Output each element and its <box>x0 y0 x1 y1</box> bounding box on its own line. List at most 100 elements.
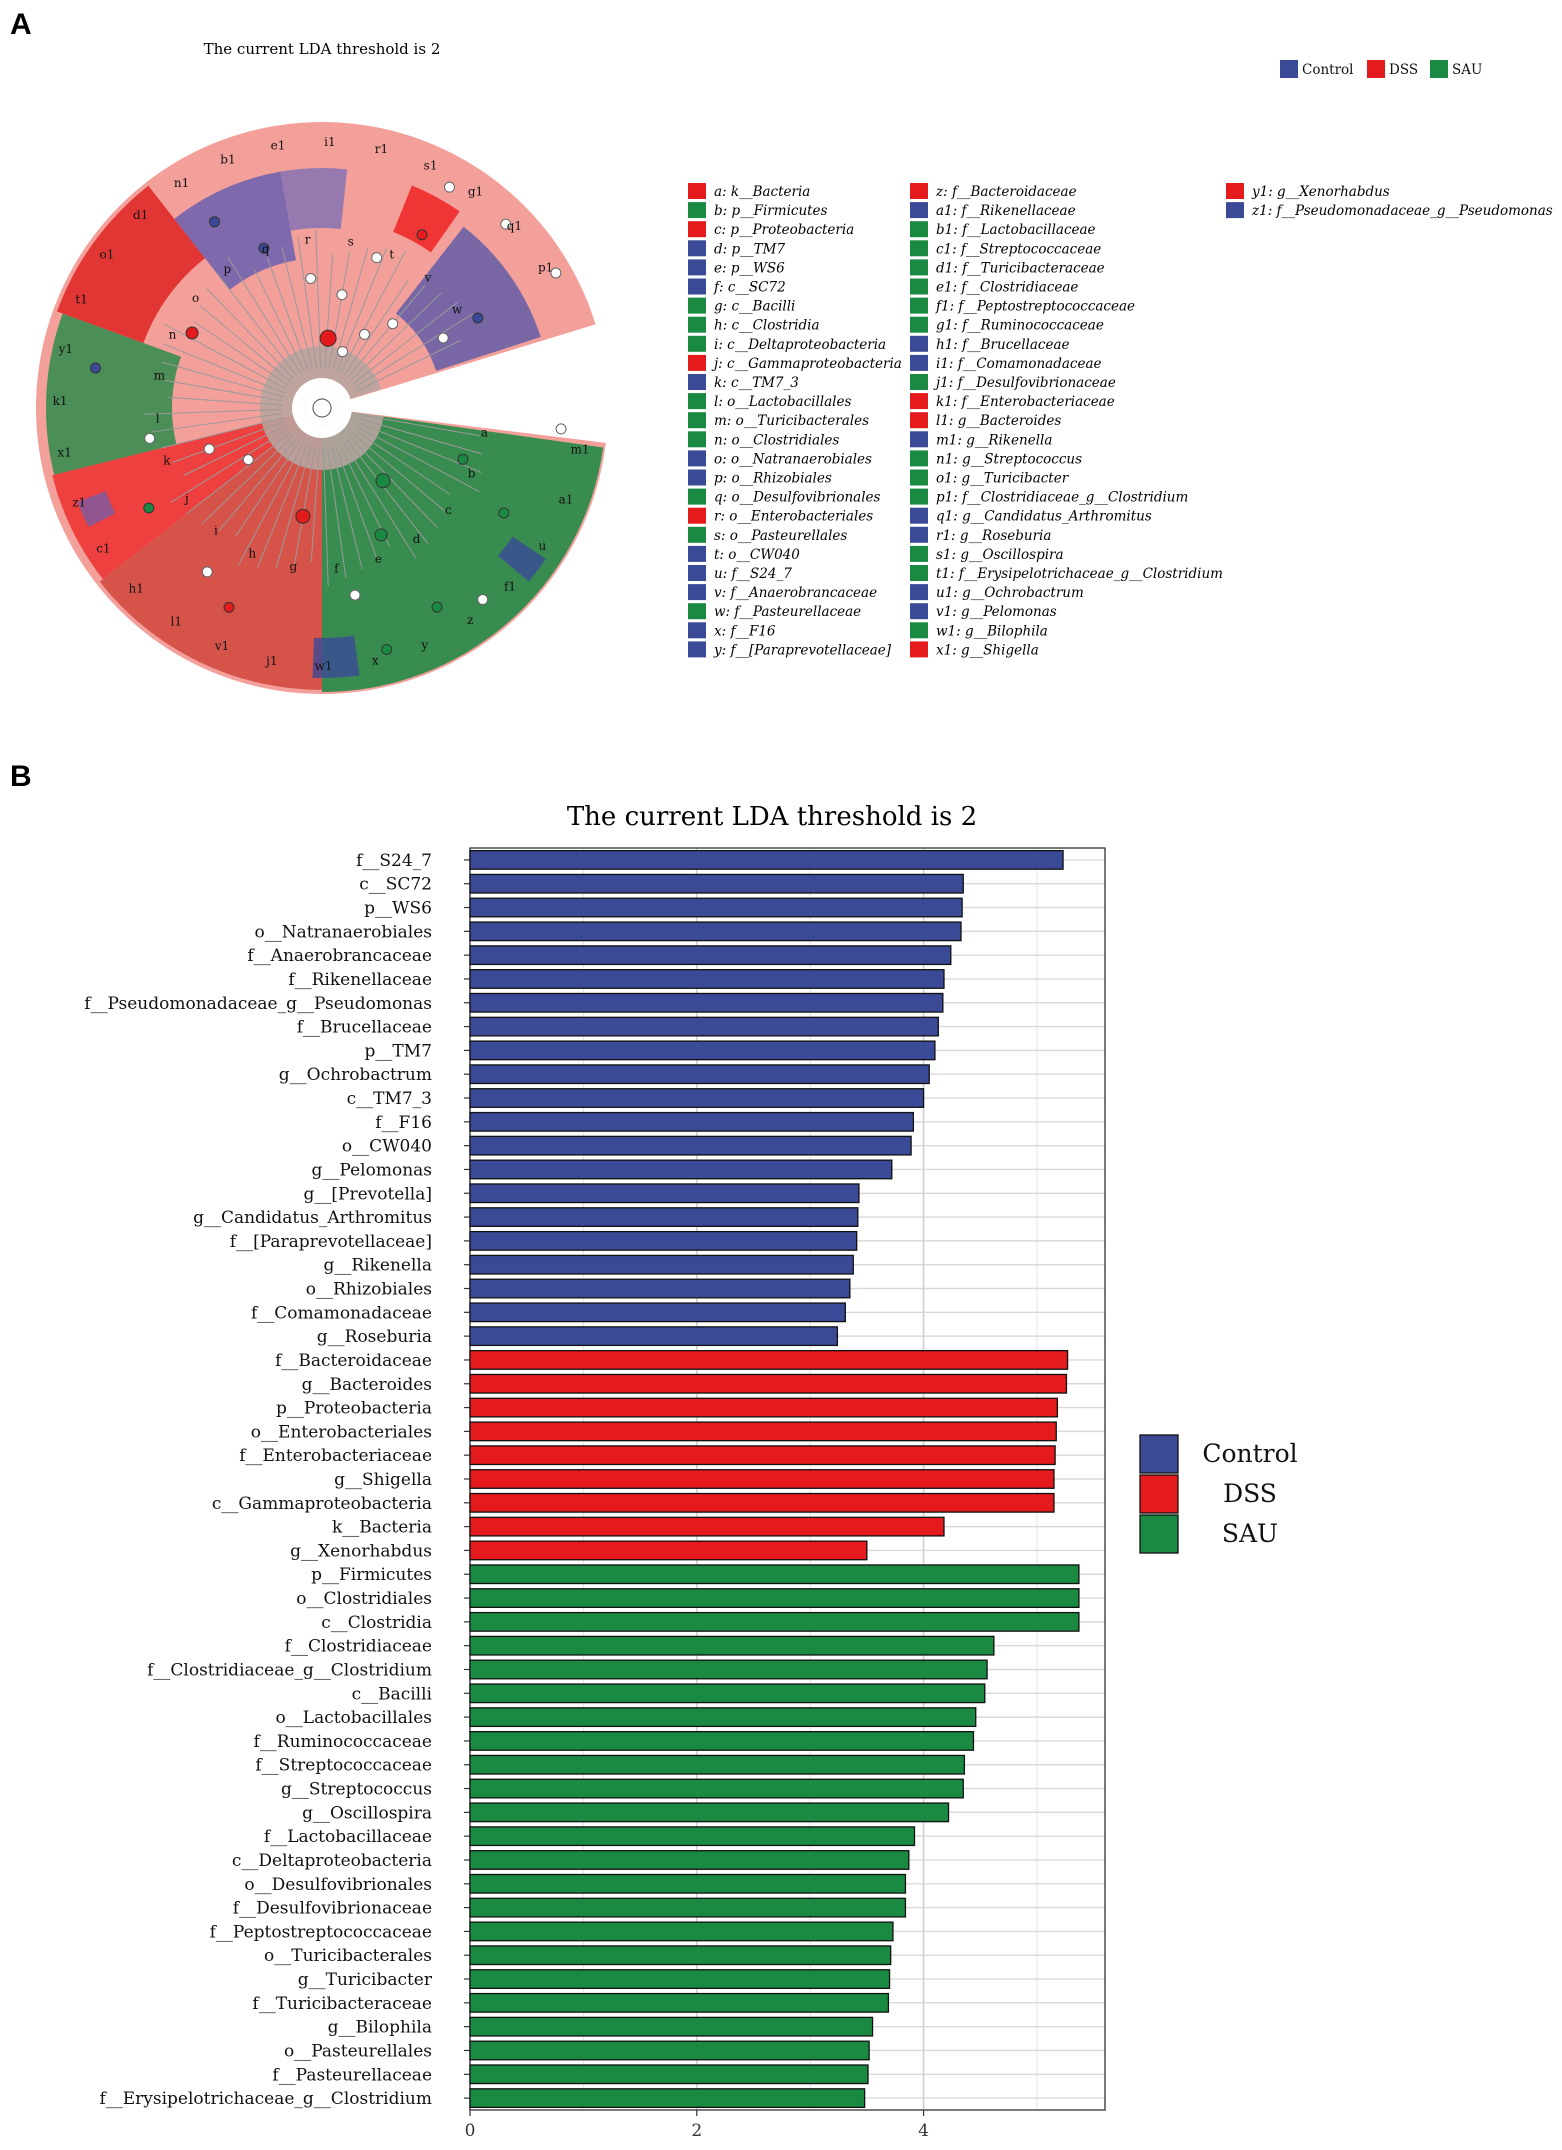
bar <box>469 945 952 966</box>
y-tick-label: o__Pasteurellales <box>284 2041 432 2061</box>
key-label: o: o__Natranaerobiales <box>714 451 872 467</box>
key-swatch <box>688 374 706 390</box>
key-label: z: f__Bacteroidaceae <box>935 184 1077 200</box>
key-label: h: c__Clostridia <box>714 318 820 334</box>
branch <box>315 230 322 369</box>
y-tick-label: c__Deltaproteobacteria <box>232 1851 432 1871</box>
branch <box>206 288 295 380</box>
key-label: m: o__Turicibacterales <box>714 413 869 429</box>
branch <box>151 413 283 433</box>
cladogram-inner-label: a <box>481 426 488 440</box>
key-label: u: f__S24_7 <box>714 566 792 582</box>
y-tick-label: f__Comamonadaceae <box>251 1303 432 1323</box>
y-tick-label: g__Bacteroides <box>302 1375 432 1395</box>
branch <box>328 250 351 369</box>
node <box>337 346 349 358</box>
y-tick-label: g__Pelomonas <box>312 1160 432 1180</box>
legend-label: SAU <box>1222 1519 1278 1548</box>
clade-proteobacteria-inner <box>52 415 299 580</box>
y-tick-label: f__Anaerobrancaceae <box>247 946 432 966</box>
branch <box>342 441 417 560</box>
cladogram-inner-label: p <box>224 262 232 276</box>
key-label: e: p__WS6 <box>714 260 785 276</box>
key-swatch <box>688 431 706 448</box>
cladogram-outer-label: b1 <box>220 152 235 166</box>
bar <box>469 921 962 942</box>
group-legend-swatch <box>1430 60 1448 78</box>
group-legend: Control DSS SAU <box>1280 60 1482 78</box>
taxa-key: a: k__Bacteria b: p__Firmicutes c: p__Prot… <box>688 183 1553 658</box>
key-label: i1: f__Comamonadaceae <box>936 356 1102 372</box>
clade-dss-c <box>393 185 460 253</box>
root-node <box>312 398 332 418</box>
key-label: p1: f__Clostridiaceae_g__Clostridium <box>936 490 1188 506</box>
branch <box>162 343 286 394</box>
bar <box>469 1802 950 1823</box>
bar <box>469 1969 891 1989</box>
panel-b-letter: B <box>10 760 32 793</box>
cladogram-outer-label: q1 <box>507 219 522 233</box>
chart-legend: Control DSS SAU <box>1139 1434 1298 1554</box>
key-swatch <box>688 507 706 524</box>
key-label: l1: g__Bacteroides <box>936 413 1061 429</box>
key-label: c1: f__Streptococcaceae <box>936 241 1101 257</box>
y-tick-label: f__S24_7 <box>356 851 432 871</box>
key-swatch <box>910 202 928 219</box>
key-swatch <box>688 316 706 333</box>
clade-node <box>381 643 393 655</box>
legend-label: Control <box>1202 1439 1297 1468</box>
key-swatch <box>910 393 928 410</box>
branch <box>162 361 284 398</box>
branch <box>346 439 429 544</box>
key-label: f1: f__Peptostreptococcaceae <box>935 299 1135 315</box>
y-tick-label: g__Streptococcus <box>281 1780 432 1800</box>
branch <box>186 432 291 515</box>
branch <box>160 417 284 449</box>
group-legend-label: SAU <box>1452 62 1482 78</box>
y-tick-label: o__Natranaerobiales <box>254 922 432 942</box>
branch <box>183 425 287 476</box>
group-legend-label: Control <box>1302 62 1353 78</box>
cladogram-core <box>291 378 352 438</box>
bar <box>469 1088 925 1108</box>
branch <box>297 237 317 369</box>
bar <box>469 1111 915 1132</box>
clade-node <box>89 362 101 374</box>
cladogram-outer-label: z <box>467 613 473 627</box>
key-label: o1: g__Turicibacter <box>936 471 1070 487</box>
cladogram-outer-label: c1 <box>96 541 110 555</box>
branch <box>324 254 334 369</box>
node <box>444 181 455 193</box>
bar <box>469 2040 870 2061</box>
clade-node <box>374 528 388 542</box>
y-tick-label: o__Turicibacterales <box>264 1946 432 1966</box>
bar <box>469 1992 890 2013</box>
key-label: j: c__Gammaproteobacteria <box>711 356 902 372</box>
key-swatch <box>1226 202 1244 219</box>
key-swatch <box>910 240 928 257</box>
y-tick-label: f__Ruminococcaceae <box>254 1732 433 1752</box>
key-label: n1: g__Streptococcus <box>936 451 1082 467</box>
key-swatch <box>688 202 706 219</box>
bar <box>469 1516 945 1537</box>
key-label: i: c__Deltaproteobacteria <box>714 337 886 353</box>
bar <box>469 1826 916 1847</box>
bar <box>469 1540 868 1561</box>
cladogram-inner-label: v <box>424 271 432 285</box>
y-tick-label: o__Rhizobiales <box>306 1280 432 1300</box>
key-label: s1: g__Oscillospira <box>936 547 1064 563</box>
x-tick-label: 2 <box>691 2121 702 2141</box>
branch <box>322 447 329 586</box>
key-label: v: f__Anaerobrancaceae <box>714 585 877 601</box>
key-label: m1: g__Rikenella <box>936 432 1052 448</box>
y-tick-label: g__Shigella <box>334 1470 432 1490</box>
bar <box>469 1492 1055 1513</box>
clade-node <box>185 326 199 340</box>
key-label: h1: f__Brucellaceae <box>936 337 1070 353</box>
y-tick-label: g__[Prevotella] <box>303 1184 432 1204</box>
key-label: d: p__TM7 <box>714 241 785 257</box>
cladogram-outer-label: k1 <box>53 394 68 408</box>
y-tick-label: o__CW040 <box>342 1137 432 1157</box>
cladogram-outer-label: t1 <box>75 293 87 307</box>
